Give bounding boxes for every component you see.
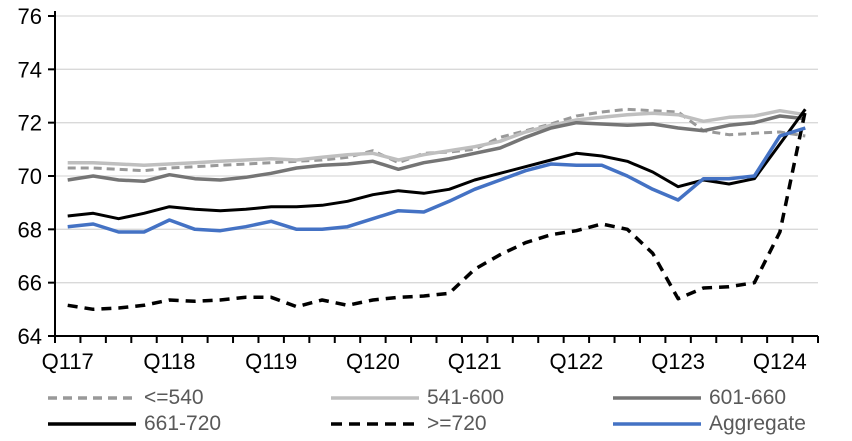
- y-tick-label: 68: [18, 217, 42, 242]
- x-tick-label: Q119: [245, 349, 297, 374]
- series-line->=720: [67, 110, 808, 312]
- x-tick-label: Q117: [42, 349, 94, 374]
- legend-item->=720: >=720: [330, 412, 487, 436]
- legend-marker-line: [613, 396, 701, 400]
- y-tick-label: 64: [18, 324, 42, 349]
- x-tick-label: Q123: [651, 349, 705, 374]
- x-tick-label: Q124: [753, 349, 807, 374]
- y-tick-label: 66: [18, 271, 42, 296]
- legend-marker-line: [48, 422, 136, 426]
- x-tick-label: Q118: [143, 349, 195, 374]
- x-tick-label: Q122: [549, 349, 603, 374]
- plot-area: 64 66 68 70 72 74 76 Q117 Q118 Q119 Q120 Q121 Q122 Q1…: [18, 4, 819, 374]
- legend-marker-line: [48, 396, 136, 400]
- chart-legend: <=540 541-600 601-660 661-720 >=720 Aggregate: [0, 382, 852, 441]
- legend-label: 541-600: [427, 386, 505, 409]
- y-tick-label: 76: [18, 4, 42, 29]
- x-tick-label: Q121: [448, 349, 502, 374]
- legend-marker-line: [331, 396, 419, 400]
- legend-label: 601-660: [709, 386, 787, 409]
- series-line-Aggregate: [67, 126, 806, 234]
- legend-item-601-660: 601-660: [612, 386, 786, 410]
- legend-item-541-600: 541-600: [330, 386, 504, 410]
- series-line-661-720: [67, 108, 807, 221]
- legend-label: 661-720: [144, 412, 222, 435]
- series-line-601-660: [67, 114, 806, 184]
- y-tick-label: 70: [18, 164, 42, 189]
- legend-item-Aggregate: Aggregate: [612, 412, 806, 436]
- y-tick-label: 74: [18, 57, 42, 82]
- legend-label: Aggregate: [709, 412, 806, 435]
- series-line-541-600: [67, 108, 806, 168]
- legend-marker-line: [613, 422, 701, 426]
- y-tick-label: 72: [18, 111, 42, 136]
- x-tick-label: Q120: [346, 349, 400, 374]
- legend-item-661-720: 661-720: [47, 412, 221, 436]
- legend-item-<=540: <=540: [47, 386, 204, 410]
- legend-label: >=720: [427, 412, 487, 435]
- legend-marker-line: [331, 422, 419, 426]
- legend-label: <=540: [144, 386, 204, 409]
